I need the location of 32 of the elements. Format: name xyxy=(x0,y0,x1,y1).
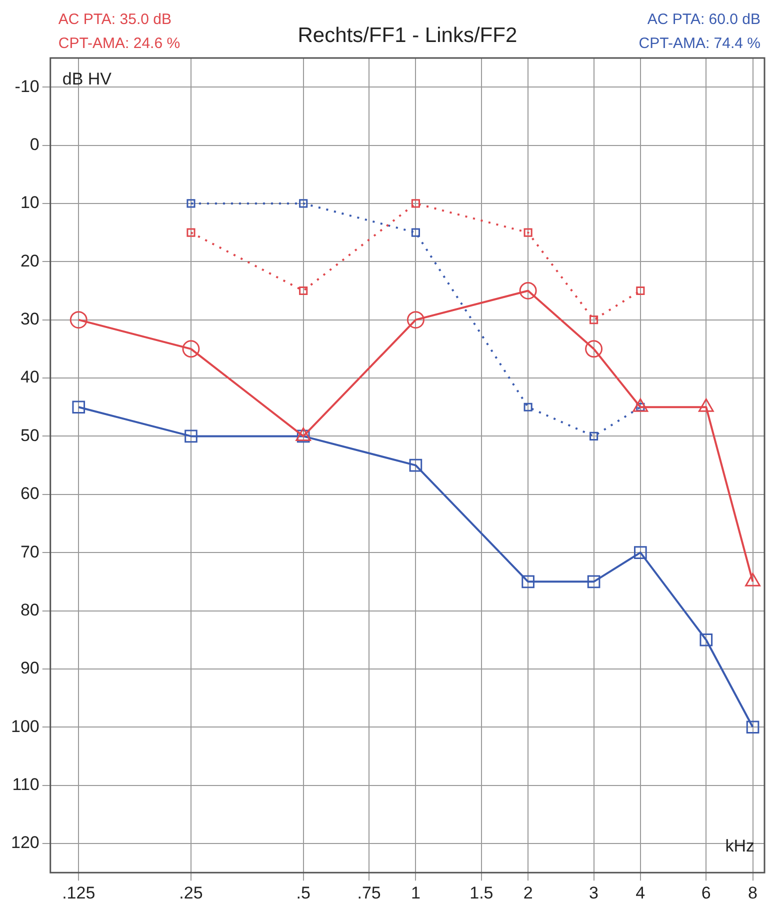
x-tick-label: 3 xyxy=(589,883,599,902)
y-tick-label: 90 xyxy=(20,658,40,678)
text: CPT-AMA: 74.4 % xyxy=(638,35,760,52)
y-tick-label: 80 xyxy=(20,600,40,620)
x-tick-label: .25 xyxy=(179,883,203,902)
y-tick-label: 100 xyxy=(10,716,40,736)
x-tick-label: 6 xyxy=(701,883,711,902)
text: AC PTA: 35.0 dB xyxy=(58,11,172,28)
x-tick-label: .5 xyxy=(296,883,310,902)
y-tick-label: 50 xyxy=(20,426,40,445)
text: AC PTA: 60.0 dB xyxy=(647,11,760,28)
y-tick-label: 40 xyxy=(20,368,40,387)
y-tick-label: 10 xyxy=(20,193,40,212)
text: CPT-AMA: 24.6 % xyxy=(58,35,180,52)
y-tick-label: 60 xyxy=(20,484,40,504)
y-tick-label: 110 xyxy=(12,775,40,794)
x-tick-label: 8 xyxy=(748,883,758,902)
y-tick-label: 30 xyxy=(20,310,40,329)
x-tick-label: .125 xyxy=(62,883,96,902)
y-axis-title: dB HV xyxy=(62,70,112,89)
y-tick-label: 0 xyxy=(30,134,40,154)
y-tick-label: -10 xyxy=(14,76,40,96)
y-tick-label: 20 xyxy=(20,251,40,270)
y-tick-label: 70 xyxy=(20,542,40,562)
y-tick-label: 120 xyxy=(10,833,40,852)
x-axis-title: kHz xyxy=(725,836,754,856)
x-tick-label: 1 xyxy=(410,883,420,902)
x-tick-label: .75 xyxy=(357,883,381,902)
x-tick-label: 2 xyxy=(523,883,533,902)
x-tick-label: 1.5 xyxy=(470,883,494,902)
x-tick-label: 4 xyxy=(636,883,646,902)
chart-title: Rechts/FF1 - Links/FF2 xyxy=(298,24,518,47)
